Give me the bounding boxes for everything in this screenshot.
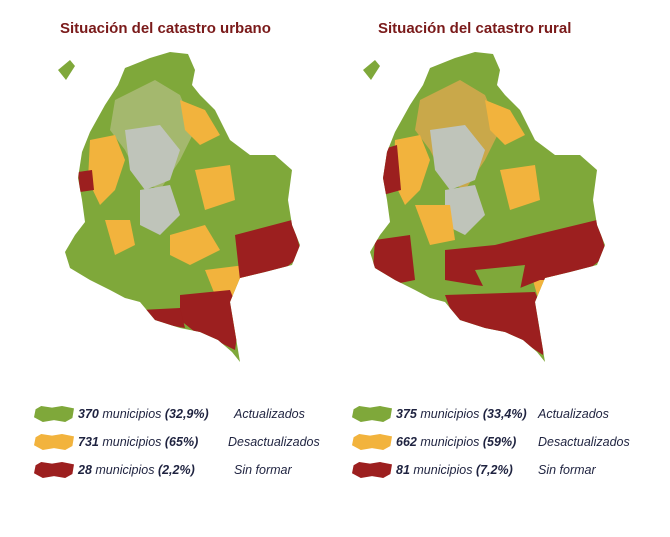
green-patch-south [475, 265, 525, 290]
vaupes-sin-formar [235, 220, 300, 280]
legend-pct: (2,2%) [157, 463, 195, 477]
legend-pct: (33,4%) [482, 407, 527, 421]
legend-unit: municipios [95, 463, 155, 477]
pacific-sin-formar [373, 235, 415, 285]
legend-pct: (7,2%) [475, 463, 513, 477]
central-gray-patch [445, 185, 485, 235]
southwest-desactualizado-patch [415, 205, 455, 245]
central-gray-patch [140, 185, 180, 235]
legend-unit: municipios [102, 407, 162, 421]
southwest-desactualizado-patch [105, 220, 135, 255]
map-title-urban: Situación del catastro urbano [60, 20, 271, 37]
legend-status: Actualizados [538, 407, 609, 421]
legend-unit: municipios [420, 407, 480, 421]
east-desactualizado-patch [195, 165, 235, 210]
legend-count: 375 [396, 407, 417, 421]
legend-pct: (32,9%) [164, 407, 209, 421]
putumayo-sin-formar [140, 308, 185, 328]
legend-status: Sin formar [234, 463, 292, 477]
map-title-rural: Situación del catastro rural [378, 20, 572, 37]
west-desactualizado-patch [393, 135, 430, 205]
legend-status: Sin formar [538, 463, 596, 477]
amazonas-sin-formar [445, 292, 547, 355]
map-rural [363, 52, 605, 362]
west-desactualizado-patch [88, 135, 125, 205]
legend-unit: municipios [102, 435, 162, 449]
swatch-sin-formar [352, 462, 392, 478]
legend-pct: (59%) [482, 435, 517, 449]
legend-status: Actualizados [234, 407, 305, 421]
swatch-desactualizados [352, 434, 392, 450]
swatch-sin-formar [34, 462, 74, 478]
legend-unit: municipios [420, 435, 480, 449]
map-urban [58, 52, 300, 362]
north-desactualizado-patch [485, 100, 525, 145]
north-desactualizado-patch [180, 100, 220, 145]
legend-pct: (65%) [164, 435, 199, 449]
legend-status: Desactualizados [228, 435, 320, 449]
san-andres-island [58, 60, 75, 80]
san-andres-island [363, 60, 380, 80]
choco-sin-formar [78, 170, 94, 192]
legend-count: 370 [78, 407, 99, 421]
swatch-actualizados [352, 406, 392, 422]
legend-count: 28 [78, 463, 92, 477]
swatch-actualizados [34, 406, 74, 422]
legend-count: 731 [78, 435, 99, 449]
legend-count: 662 [396, 435, 417, 449]
swatch-desactualizados [34, 434, 74, 450]
legend-unit: municipios [413, 463, 473, 477]
legend-count: 81 [396, 463, 410, 477]
andean-gray-patch [430, 125, 485, 190]
amazonas-sin-formar [180, 290, 240, 350]
llanos-desactualizado-patch [170, 225, 220, 265]
east-desactualizado-patch [500, 165, 540, 210]
andean-gray-patch [125, 125, 180, 190]
legend-status: Desactualizados [538, 435, 630, 449]
